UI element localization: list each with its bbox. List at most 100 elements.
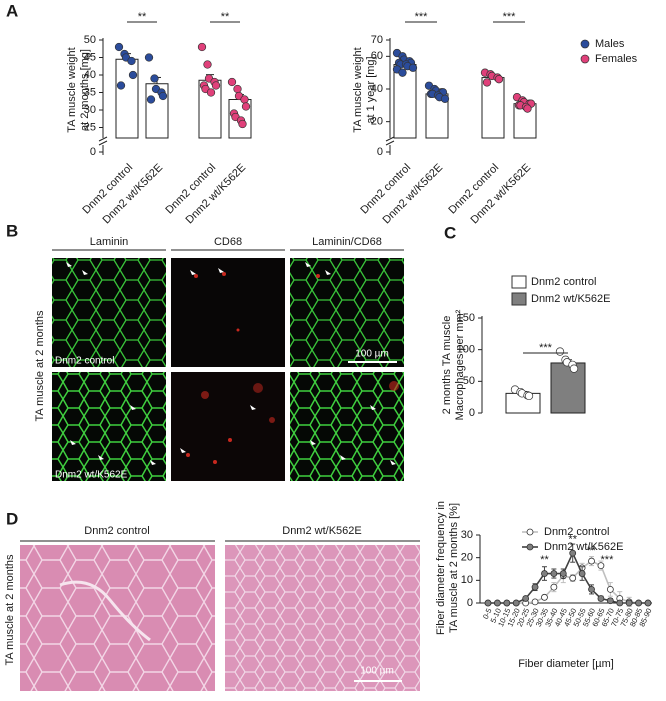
data-point <box>550 583 558 591</box>
data-point <box>606 597 614 605</box>
data-point <box>227 77 237 87</box>
data-point <box>158 91 168 101</box>
column-header: CD68 <box>214 236 242 248</box>
data-point <box>238 119 247 129</box>
data-point <box>522 595 530 602</box>
axis-break <box>98 140 108 146</box>
data-point <box>606 586 614 593</box>
y-axis-title: TA muscle weight <box>352 47 364 132</box>
significance-label: ** <box>138 11 147 23</box>
data-point <box>146 95 156 104</box>
panel-label: D <box>6 509 18 528</box>
y-tick-label: 60 <box>371 50 383 62</box>
data-point <box>233 84 242 94</box>
data-point <box>569 574 577 582</box>
y-tick-label: 150 <box>457 312 475 324</box>
arrowheads <box>66 262 396 465</box>
micrograph <box>52 258 166 367</box>
y-tick-label: 50 <box>463 375 475 387</box>
legend-label: Dnm2 control <box>531 276 596 288</box>
data-point <box>241 102 251 111</box>
data-point <box>569 549 577 557</box>
data-point <box>531 583 539 591</box>
data-point <box>116 81 126 90</box>
data-point <box>127 56 136 66</box>
x-tick-label: Dnm2 wt/K562E <box>380 162 445 227</box>
data-point <box>588 557 595 565</box>
x-tick-label: Dnm2 wt/K562E <box>468 162 533 227</box>
y-tick-label: 40 <box>371 83 383 95</box>
legend-label: Dnm2 wt/K562E <box>531 293 610 305</box>
y-tick-label: 20 <box>461 552 473 564</box>
legend-marker <box>511 292 527 306</box>
bar <box>115 58 139 139</box>
data-point <box>150 74 159 83</box>
image-label: Dnm2 control <box>55 356 114 367</box>
data-point <box>494 75 504 84</box>
significance-label: ** <box>568 533 577 545</box>
significance-label: *** <box>601 554 615 566</box>
legend-label: Males <box>595 38 625 50</box>
y-axis-title: Fiber diameter frequency in <box>435 501 447 635</box>
axis-break <box>385 140 395 146</box>
legend-marker <box>526 528 534 536</box>
axis-break <box>98 136 108 142</box>
legend-marker <box>580 54 590 64</box>
column-header: Dnm2 control <box>84 525 149 537</box>
legend-label: Females <box>595 53 638 65</box>
data-point <box>503 599 511 607</box>
data-point <box>597 562 605 569</box>
data-point <box>408 63 418 72</box>
data-point <box>588 586 595 593</box>
data-point <box>523 104 532 113</box>
data-point <box>644 599 652 607</box>
data-point <box>206 88 216 97</box>
y-tick-label: 70 <box>371 34 383 46</box>
y-tick-label: 0 <box>90 146 96 158</box>
micrograph <box>290 372 404 481</box>
data-point <box>144 53 154 62</box>
data-point <box>550 570 558 577</box>
data-point <box>494 599 501 607</box>
row-label: TA muscle at 2 months <box>4 554 16 666</box>
data-point <box>597 595 605 602</box>
data-point <box>203 60 212 69</box>
scale-bar-label: 100 µm <box>355 349 389 360</box>
image-label: Dnm2 wt/K562E <box>55 470 128 481</box>
data-point <box>578 570 586 577</box>
y-tick-label: 0 <box>469 407 475 419</box>
significance-label: ** <box>540 554 549 566</box>
y-tick-label: 10 <box>461 574 473 586</box>
micrograph <box>171 372 285 481</box>
significance-label: ** <box>587 545 596 557</box>
data-point <box>197 42 207 52</box>
column-header: Laminin <box>90 236 129 248</box>
micrograph <box>52 372 166 481</box>
data-point <box>482 78 492 87</box>
y-tick-label: 45 <box>84 51 96 63</box>
micrograph <box>171 258 285 367</box>
histology-detail <box>59 580 151 642</box>
data-point <box>625 599 633 607</box>
bar <box>481 77 505 139</box>
y-tick-label: 50 <box>84 34 96 46</box>
legend-marker <box>526 543 534 551</box>
bar <box>550 362 586 414</box>
y-axis-title: TA muscle at 2 months [%] <box>448 503 460 633</box>
legend-marker <box>580 39 590 49</box>
column-header: Dnm2 wt/K562E <box>282 525 361 537</box>
series-line <box>488 551 648 604</box>
data-point <box>635 599 642 607</box>
y-axis-title: TA muscle weight <box>66 47 78 132</box>
y-axis-title: at 2 months [mg] <box>79 49 91 131</box>
data-point <box>211 81 221 90</box>
histology-image <box>225 545 420 691</box>
x-axis-title: Fiber diameter [µm] <box>518 658 614 670</box>
cd68-signal <box>186 272 399 464</box>
histology-image <box>20 545 215 691</box>
significance-label: *** <box>415 11 429 23</box>
y-tick-label: 20 <box>371 116 383 128</box>
series-line <box>488 560 648 604</box>
data-point <box>484 599 492 607</box>
